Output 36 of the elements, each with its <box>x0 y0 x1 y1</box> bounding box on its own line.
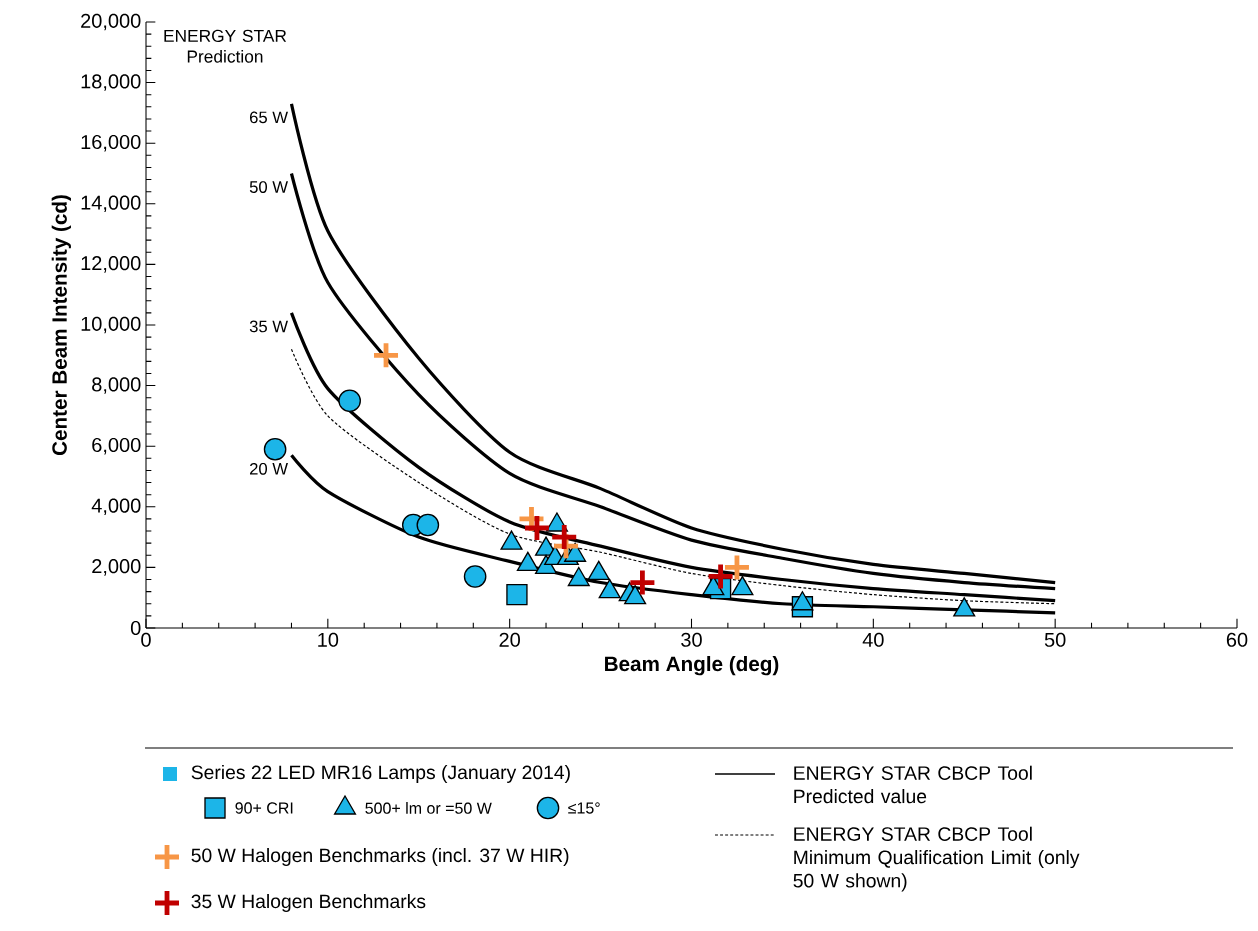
x-tick-label: 60 <box>1226 632 1248 647</box>
line-series <box>289 102 1057 585</box>
text: ENERGY STAR CBCP Tool Predicted value <box>794 765 1032 804</box>
legend-label: 90+ CRI <box>235 802 293 814</box>
x-tick-label: 40 <box>862 632 884 647</box>
series-label: 35 W <box>249 320 288 333</box>
y-tick-label: 18,000 <box>81 74 141 91</box>
x-tick-label: 30 <box>681 632 702 647</box>
y-tick-label: 0 <box>130 620 141 636</box>
x-tick-label: 20 <box>499 632 520 647</box>
y-tick-label: 8,000 <box>92 377 141 394</box>
y-tick-label: 10,000 <box>81 316 141 334</box>
y-tick-label: 20,000 <box>81 13 141 31</box>
line-series <box>289 171 1057 591</box>
series-label: 50 W <box>249 181 288 193</box>
x-tick-label: 10 <box>318 632 339 647</box>
y-tick-label: 4,000 <box>91 498 141 516</box>
x-axis-title: Beam Angle (deg) <box>605 656 779 676</box>
x-tick-label: 0 <box>141 632 151 647</box>
legend-label: 50 W Halogen Benchmarks (incl. 37 W HIR) <box>191 847 569 866</box>
y-tick-label: 14,000 <box>81 195 141 213</box>
legend-label: ≤15° <box>568 802 600 814</box>
line-series <box>289 453 1057 615</box>
y-tick-label: 2,000 <box>92 559 141 576</box>
y-tick-label: 16,000 <box>81 134 141 152</box>
y-axis-title: Center Beam Intensity (cd) <box>51 195 71 456</box>
legend-label: 35 W Halogen Benchmarks <box>191 893 426 912</box>
legend-title: Series 22 LED MR16 Lamps (January 2014) <box>191 764 570 783</box>
series-label: 20 W <box>249 462 288 475</box>
legend-label: 500+ lm or =50 W <box>365 802 492 814</box>
legend-label: ENERGY STAR CBCP Tool Minimum Qualification Limit (only 50 W shown) <box>793 826 1080 892</box>
series-label: 65 W <box>249 111 288 124</box>
annotation: ENERGY STAR Prediction <box>164 29 287 63</box>
y-tick-label: 6,000 <box>92 437 141 455</box>
x-tick-label: 50 <box>1044 632 1066 647</box>
y-tick-label: 12,000 <box>81 256 141 273</box>
